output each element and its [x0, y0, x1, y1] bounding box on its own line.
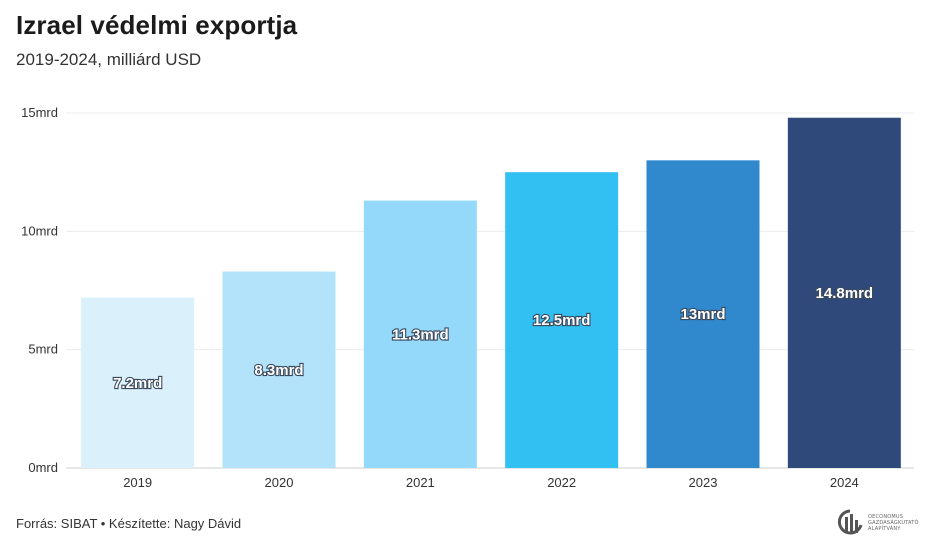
- bar-2019: [81, 297, 195, 468]
- x-tick-label: 2019: [123, 475, 152, 490]
- oeconomus-logo-icon: [837, 509, 863, 535]
- bar-value-label: 11.3mrd: [392, 326, 449, 343]
- bar-2024: [787, 117, 901, 468]
- x-axis-ticks: 2019 2020 2021 2022 2023 2024: [123, 475, 859, 490]
- bar-value-label: 12.5mrd: [533, 312, 591, 329]
- bar-value-label: 13mrd: [680, 306, 725, 323]
- bar-2020: [222, 271, 336, 468]
- x-tick-label: 2023: [689, 475, 718, 490]
- chart-subtitle: 2019-2024, milliárd USD: [16, 50, 202, 69]
- source-footer: Forrás: SIBAT • Készítette: Nagy Dávid: [16, 516, 242, 531]
- y-tick-label: 5mrd: [28, 342, 58, 357]
- y-tick-label: 0mrd: [28, 460, 58, 475]
- x-tick-label: 2021: [406, 475, 435, 490]
- y-tick-label: 15mrd: [21, 105, 58, 120]
- bar-2022: [505, 172, 619, 468]
- chart-title: Izrael védelmi exportja: [16, 10, 298, 40]
- bars: 7.2mrd 8.3mrd 11.3mrd 12.5mrd 13mrd 14.8mrd: [81, 117, 901, 469]
- y-tick-label: 10mrd: [21, 223, 58, 238]
- logo-text: OECONOMUS GAZDASÁGKUTATÓ ALAPÍTVÁNY: [868, 514, 919, 532]
- y-axis-ticks: 0mrd 5mrd 10mrd 15mrd: [21, 105, 58, 475]
- bar-2023: [646, 160, 760, 469]
- bar-value-label: 14.8mrd: [816, 285, 874, 302]
- x-tick-label: 2022: [547, 475, 576, 490]
- bar-2021: [363, 200, 477, 469]
- oeconomus-logo: OECONOMUS GAZDASÁGKUTATÓ ALAPÍTVÁNY: [836, 506, 936, 540]
- gridlines: [66, 112, 914, 469]
- x-tick-label: 2020: [265, 475, 294, 490]
- x-tick-label: 2024: [830, 475, 859, 490]
- bar-value-label: 8.3mrd: [254, 362, 303, 379]
- bar-value-label: 7.2mrd: [113, 375, 162, 392]
